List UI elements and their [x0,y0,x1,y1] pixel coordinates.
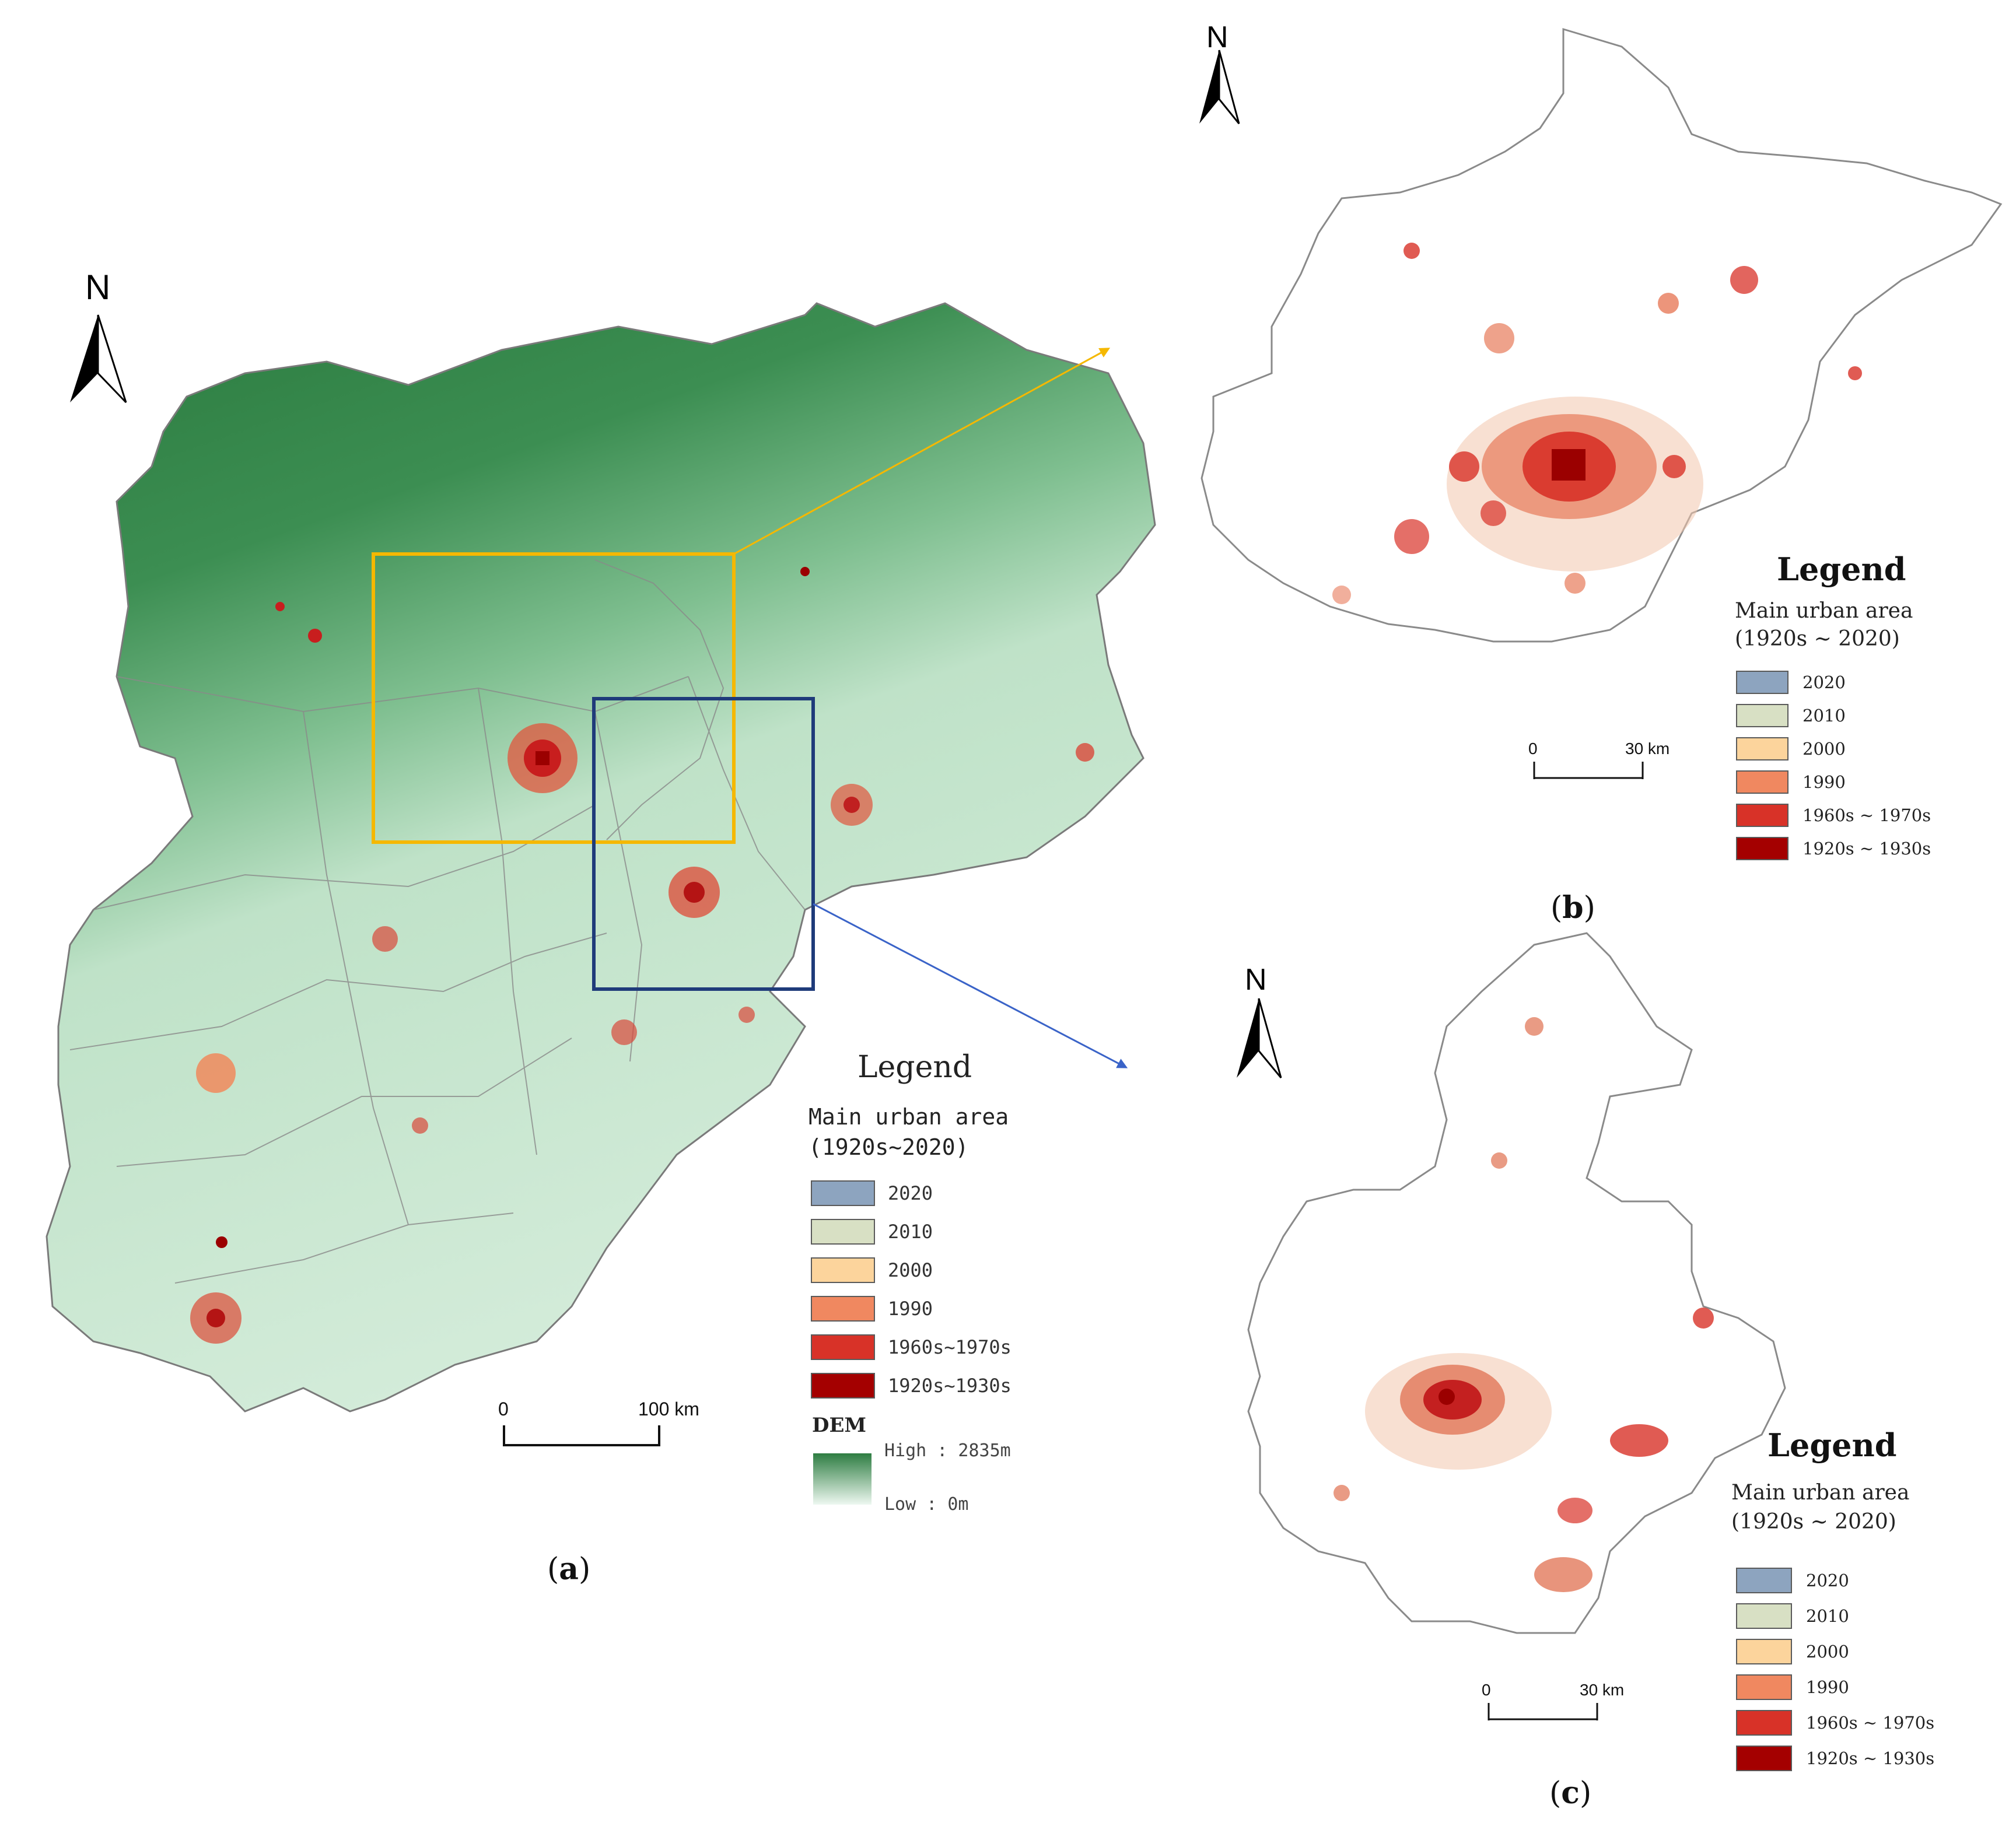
north-label-a: N [85,268,111,307]
scale-start-b: 0 [1528,739,1538,758]
hebei-region [46,302,1156,1413]
legend-label: 2010 [888,1221,933,1243]
legend-label: 2000 [888,1259,933,1281]
legend-subtitle-c-2: (1920s ~ 2020) [1731,1510,1896,1534]
scale-end-b: 30 km [1625,739,1670,758]
legend-label: 2000 [1806,1642,1849,1662]
legend-row: 2000 [1736,1639,1849,1664]
legend-swatch [811,1180,875,1206]
legend-subtitle-c-1: Main urban area [1731,1481,1910,1505]
urban-spots-a [190,567,1094,1344]
scale-bar-b [1533,762,1644,779]
north-arrow-b [1199,50,1240,124]
panel-label-a: (a) [547,1551,591,1587]
legend-swatch [1736,737,1788,760]
legend-label: 2020 [1803,672,1846,692]
legend-row: 1920s ~ 1930s [1736,837,1931,860]
legend-label: 1920s ~ 1930s [1806,1748,1935,1768]
dem-color-ramp [813,1453,872,1505]
legend-row: 1990 [1736,1674,1849,1700]
legend-row: 2010 [811,1219,933,1245]
legend-label: 2010 [1803,706,1846,726]
legend-row: 1960s~1970s [811,1334,1012,1360]
legend-row: 2020 [1736,1568,1849,1593]
north-label-c: N [1245,963,1267,997]
legend-swatch [811,1219,875,1245]
legend-swatch [1736,1710,1792,1736]
legend-title-c: Legend [1768,1427,1897,1464]
legend-swatch [1736,671,1788,694]
legend-label: 2000 [1803,739,1846,759]
north-arrow-c [1237,998,1282,1078]
legend-title-b: Legend [1777,551,1906,588]
legend-swatch [1736,1746,1792,1771]
legend-swatch [811,1373,875,1399]
dem-high-label: High : 2835m [884,1441,1011,1461]
legend-label: 1960s ~ 1970s [1803,805,1931,825]
region-map-a [46,302,1156,1413]
legend-label: 2010 [1806,1606,1849,1626]
legend-subtitle-b-1: Main urban area [1735,599,1913,623]
legend-subtitle-a-1: Main urban area [808,1104,1009,1130]
scale-end-c: 30 km [1580,1681,1625,1699]
north-arrow-a [70,314,127,404]
legend-swatch [811,1257,875,1283]
legend-row: 1990 [1736,770,1846,794]
legend-row: 1920s ~ 1930s [1736,1746,1934,1771]
scale-end-a: 100 km [638,1399,699,1420]
dem-title: DEM [812,1414,867,1437]
legend-row: 2000 [1736,737,1846,760]
legend-swatch [1736,1568,1792,1593]
legend-subtitle-a-2: (1920s~2020) [808,1134,969,1160]
legend-label: 2020 [888,1182,933,1204]
legend-swatch [1736,837,1788,860]
dem-low-label: Low : 0m [884,1494,969,1515]
legend-title-a: Legend [858,1050,972,1085]
legend-label: 1920s~1930s [888,1375,1012,1397]
legend-swatch [1736,1639,1792,1664]
legend-swatch [1736,1603,1792,1629]
legend-swatch [811,1296,875,1322]
legend-row: 1990 [811,1296,933,1322]
legend-row: 1920s~1930s [811,1373,1012,1399]
scale-bar-c [1488,1703,1598,1720]
legend-subtitle-b-2: (1920s ~ 2020) [1735,627,1900,651]
scale-bar-a [503,1425,660,1446]
legend-row: 1960s ~ 1970s [1736,1710,1934,1736]
legend-label: 1990 [1803,772,1846,792]
tianjin-urban [1334,1017,1714,1592]
legend-swatch [1736,770,1788,794]
tianjin-map [1237,932,1786,1720]
legend-row: 2000 [811,1257,933,1283]
legend-row: 1960s ~ 1970s [1736,804,1931,827]
tianjin-zoom-arrow [813,903,1128,1068]
legend-row: 2010 [1736,704,1846,727]
tianjin-outline [1247,932,1786,1634]
legend-swatch [811,1334,875,1360]
legend-label: 1960s ~ 1970s [1806,1713,1935,1733]
legend-label: 1990 [1806,1677,1849,1697]
legend-label: 1960s~1970s [888,1336,1012,1358]
tianjin-extent-box [592,697,815,991]
legend-row: 2020 [811,1180,933,1206]
north-label-b: N [1206,20,1228,54]
panel-label-b: (b) [1550,890,1595,926]
legend-row: 2010 [1736,1603,1849,1629]
legend-swatch [1736,1674,1792,1700]
admin-boundaries [69,559,806,1284]
panel-label-c: (c) [1549,1775,1592,1811]
legend-swatch [1736,804,1788,827]
legend-row: 2020 [1736,671,1846,694]
scale-start-c: 0 [1482,1681,1491,1699]
beijing-zoom-arrow [733,348,1111,555]
legend-label: 1990 [888,1298,933,1320]
legend-label: 2020 [1806,1571,1849,1590]
scale-start-a: 0 [498,1399,509,1420]
legend-label: 1920s ~ 1930s [1803,839,1931,858]
beijing-urban [1332,243,1862,604]
legend-swatch [1736,704,1788,727]
beijing-outline [1200,27,2003,643]
beijing-map [1199,27,2003,779]
